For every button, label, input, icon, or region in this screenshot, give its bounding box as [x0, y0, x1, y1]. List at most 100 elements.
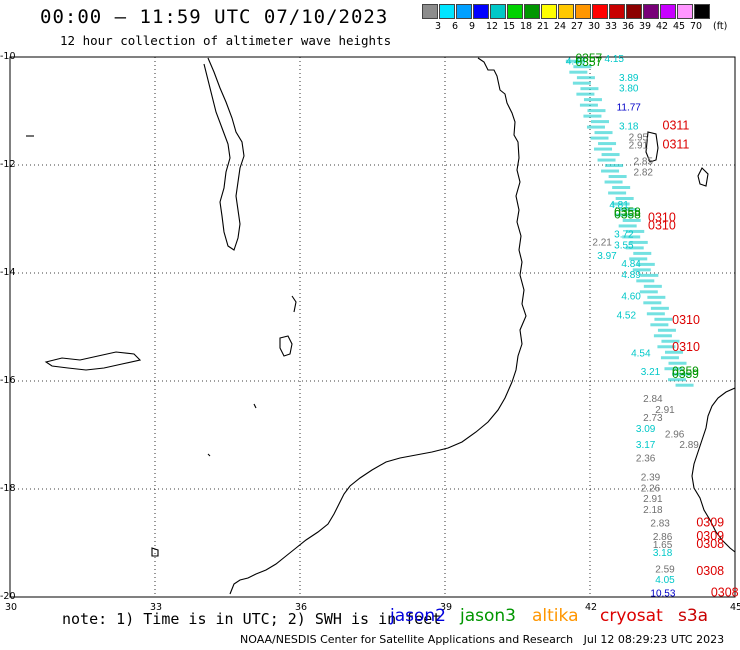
track-swath-mark [650, 306, 669, 310]
track-swath-mark [615, 213, 634, 217]
track-swath-mark [579, 103, 598, 107]
track-labels: 4.40 4.153.893.8011.773.182.952.912.852.8… [565, 51, 739, 600]
track-swath-mark [646, 312, 665, 316]
track-swath-mark [608, 191, 627, 195]
jason3-pass-label: 0358 [614, 205, 641, 219]
wave-height-value: 3.97 [597, 251, 617, 262]
track-swath-mark [632, 268, 651, 272]
scale-label: 15 [503, 21, 516, 32]
track-swath-mark [611, 202, 630, 206]
wave-height-value: 2.39 [641, 473, 661, 484]
jason3-pass-label: 0357 [576, 51, 603, 65]
track-swath-mark [653, 334, 672, 338]
track-swath-mark [608, 175, 627, 179]
wave-height-value: 3.80 [619, 84, 639, 95]
lake-feature-west [44, 351, 142, 371]
track-swath-mark [640, 273, 659, 277]
track-swath-mark [643, 301, 662, 305]
x-tick-label: 33 [150, 602, 163, 613]
scale-label: 39 [639, 21, 652, 32]
wave-height-value: 10.53 [650, 589, 675, 600]
wave-height-value: 2.73 [643, 413, 663, 424]
scale-swatch [490, 4, 506, 19]
cryosat-pass-label: 0309 [696, 515, 724, 529]
wave-height-value: 3.55 [614, 240, 634, 251]
scale-swatch [626, 4, 642, 19]
scale-label: 3 [435, 21, 442, 32]
scale-swatch [660, 4, 676, 19]
wave-height-value: 2.21 [592, 238, 612, 249]
scale-swatch [677, 4, 693, 19]
scale-label: 30 [588, 21, 601, 32]
scale-label: 9 [469, 21, 476, 32]
scale-label: 45 [673, 21, 686, 32]
scale-label: 24 [554, 21, 567, 32]
wave-height-value: 3.21 [641, 367, 661, 378]
cryosat-pass-label: 0310 [672, 340, 700, 354]
satellite-legend-s3a: s3a [678, 606, 709, 626]
wave-height-value: 2.26 [641, 483, 661, 494]
wave-height-value: 2.82 [634, 167, 654, 178]
track-swath-mark [668, 361, 687, 365]
wave-height-value: 2.96 [665, 429, 685, 440]
track-swath-mark [629, 257, 648, 261]
wave-height-value: 4.84 [621, 259, 641, 270]
scale-label: 12 [486, 21, 499, 32]
wave-height-value: 2.95 [629, 132, 649, 143]
scale-label: 21 [537, 21, 550, 32]
scale-swatch [643, 4, 659, 19]
track-swath-mark [594, 147, 613, 151]
track-swath-mark [661, 339, 680, 343]
track-swath-mark [633, 251, 652, 255]
y-tick-label: -12 [0, 159, 16, 170]
y-tick-label: -18 [0, 483, 16, 494]
scale-swatch [558, 4, 574, 19]
x-tick-label: 30 [5, 602, 18, 613]
scale-swatch [541, 4, 557, 19]
y-tick-label: -20 [0, 591, 16, 602]
wave-height-value: 4.60 [621, 292, 641, 303]
jason3-pass-label: 0359 [672, 364, 699, 378]
jason3-pass-label: 0357 [576, 55, 603, 69]
scale-label: 18 [520, 21, 533, 32]
wave-height-value: 3.89 [619, 73, 639, 84]
satellite-legend-altika: altika [532, 606, 579, 626]
track-swath-mark [625, 246, 644, 250]
track-swath-mark [587, 109, 606, 113]
cryosat-pass-label: 0310 [672, 313, 700, 327]
cryosat-pass-label: 0309 [696, 529, 724, 543]
track-swath-mark [615, 196, 634, 200]
map-title: 00:00 — 11:59 UTC 07/10/2023 [40, 6, 389, 28]
scale-swatch [456, 4, 472, 19]
river-feature [291, 295, 297, 313]
track-swath-mark [664, 350, 683, 354]
scale-label: 27 [571, 21, 584, 32]
coastline [26, 57, 736, 595]
scale-label: 70 [690, 21, 703, 32]
wave-height-value: 4.81 [609, 200, 629, 211]
cryosat-pass-label: 0308 [711, 586, 739, 600]
cryosat-pass-label: 0311 [663, 137, 690, 151]
track-swath-mark [643, 284, 662, 288]
wave-height-value: 2.91 [643, 494, 663, 505]
comoros-mayotte [697, 167, 709, 187]
track-swath-mark [591, 120, 610, 124]
wave-height-value: 3.18 [619, 122, 639, 133]
comoros-grande-comore [645, 131, 659, 163]
track-swath-mark [586, 125, 605, 129]
track-swath-mark [636, 262, 655, 266]
small-island-3 [207, 453, 211, 457]
x-tick-label: 36 [295, 602, 308, 613]
track-swath-mark [675, 383, 694, 387]
wave-height-value: 4.52 [617, 311, 637, 322]
track-swath-mark [583, 98, 602, 102]
track-swath-mark [657, 328, 676, 332]
track-swath-mark [601, 153, 620, 157]
y-tick-label: -14 [0, 267, 16, 278]
track-swath-mark [664, 367, 683, 371]
scale-label: 33 [605, 21, 618, 32]
track-swath-mark [639, 290, 658, 294]
track-swath-mark [601, 169, 620, 173]
satellite-legend-cryosat: cryosat [600, 606, 663, 626]
wave-height-value: 4.54 [631, 348, 651, 359]
